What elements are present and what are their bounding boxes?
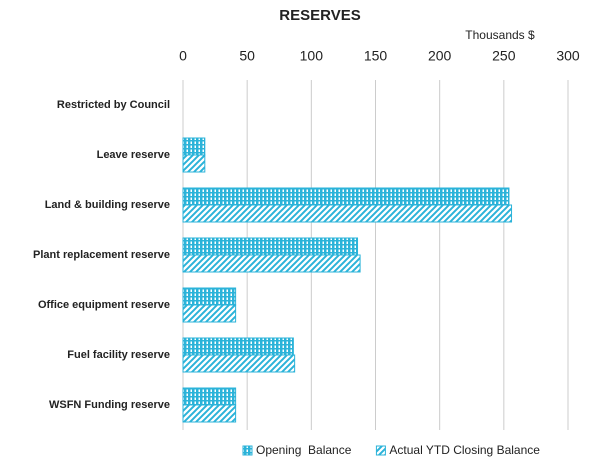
x-tick-label: 250 — [492, 48, 516, 64]
y-tick-label: Restricted by Council — [57, 99, 170, 111]
x-tick-label: 50 — [239, 48, 255, 64]
bar — [182, 187, 510, 206]
bar — [182, 387, 237, 406]
bar — [182, 154, 206, 173]
bar — [182, 404, 237, 423]
bar — [182, 287, 237, 306]
bar — [182, 304, 237, 323]
y-tick-label: Leave reserve — [97, 149, 170, 161]
y-tick-label: Office equipment reserve — [38, 299, 170, 311]
bar — [182, 337, 294, 356]
y-tick-label: Fuel facility reserve — [67, 349, 170, 361]
legend-swatch — [242, 445, 253, 456]
axis-label: Thousands $ — [465, 28, 535, 42]
x-tick-label: 150 — [364, 48, 388, 64]
y-tick-label: Plant replacement reserve — [33, 249, 170, 261]
y-tick-label: Land & building reserve — [45, 199, 170, 211]
x-tick-label: 200 — [428, 48, 452, 64]
x-tick-label: 100 — [300, 48, 324, 64]
legend-label: Opening Balance — [256, 443, 352, 457]
chart-title: RESERVES — [279, 7, 360, 24]
bar — [182, 237, 359, 256]
x-tick-label: 0 — [179, 48, 187, 64]
y-tick-label: WSFN Funding reserve — [49, 399, 170, 411]
bar — [182, 254, 361, 273]
legend-swatch — [375, 445, 386, 456]
legend-label: Actual YTD Closing Balance — [389, 443, 540, 457]
bar — [182, 354, 296, 373]
bar — [182, 137, 206, 156]
bar — [182, 204, 513, 223]
x-tick-label: 300 — [556, 48, 580, 64]
